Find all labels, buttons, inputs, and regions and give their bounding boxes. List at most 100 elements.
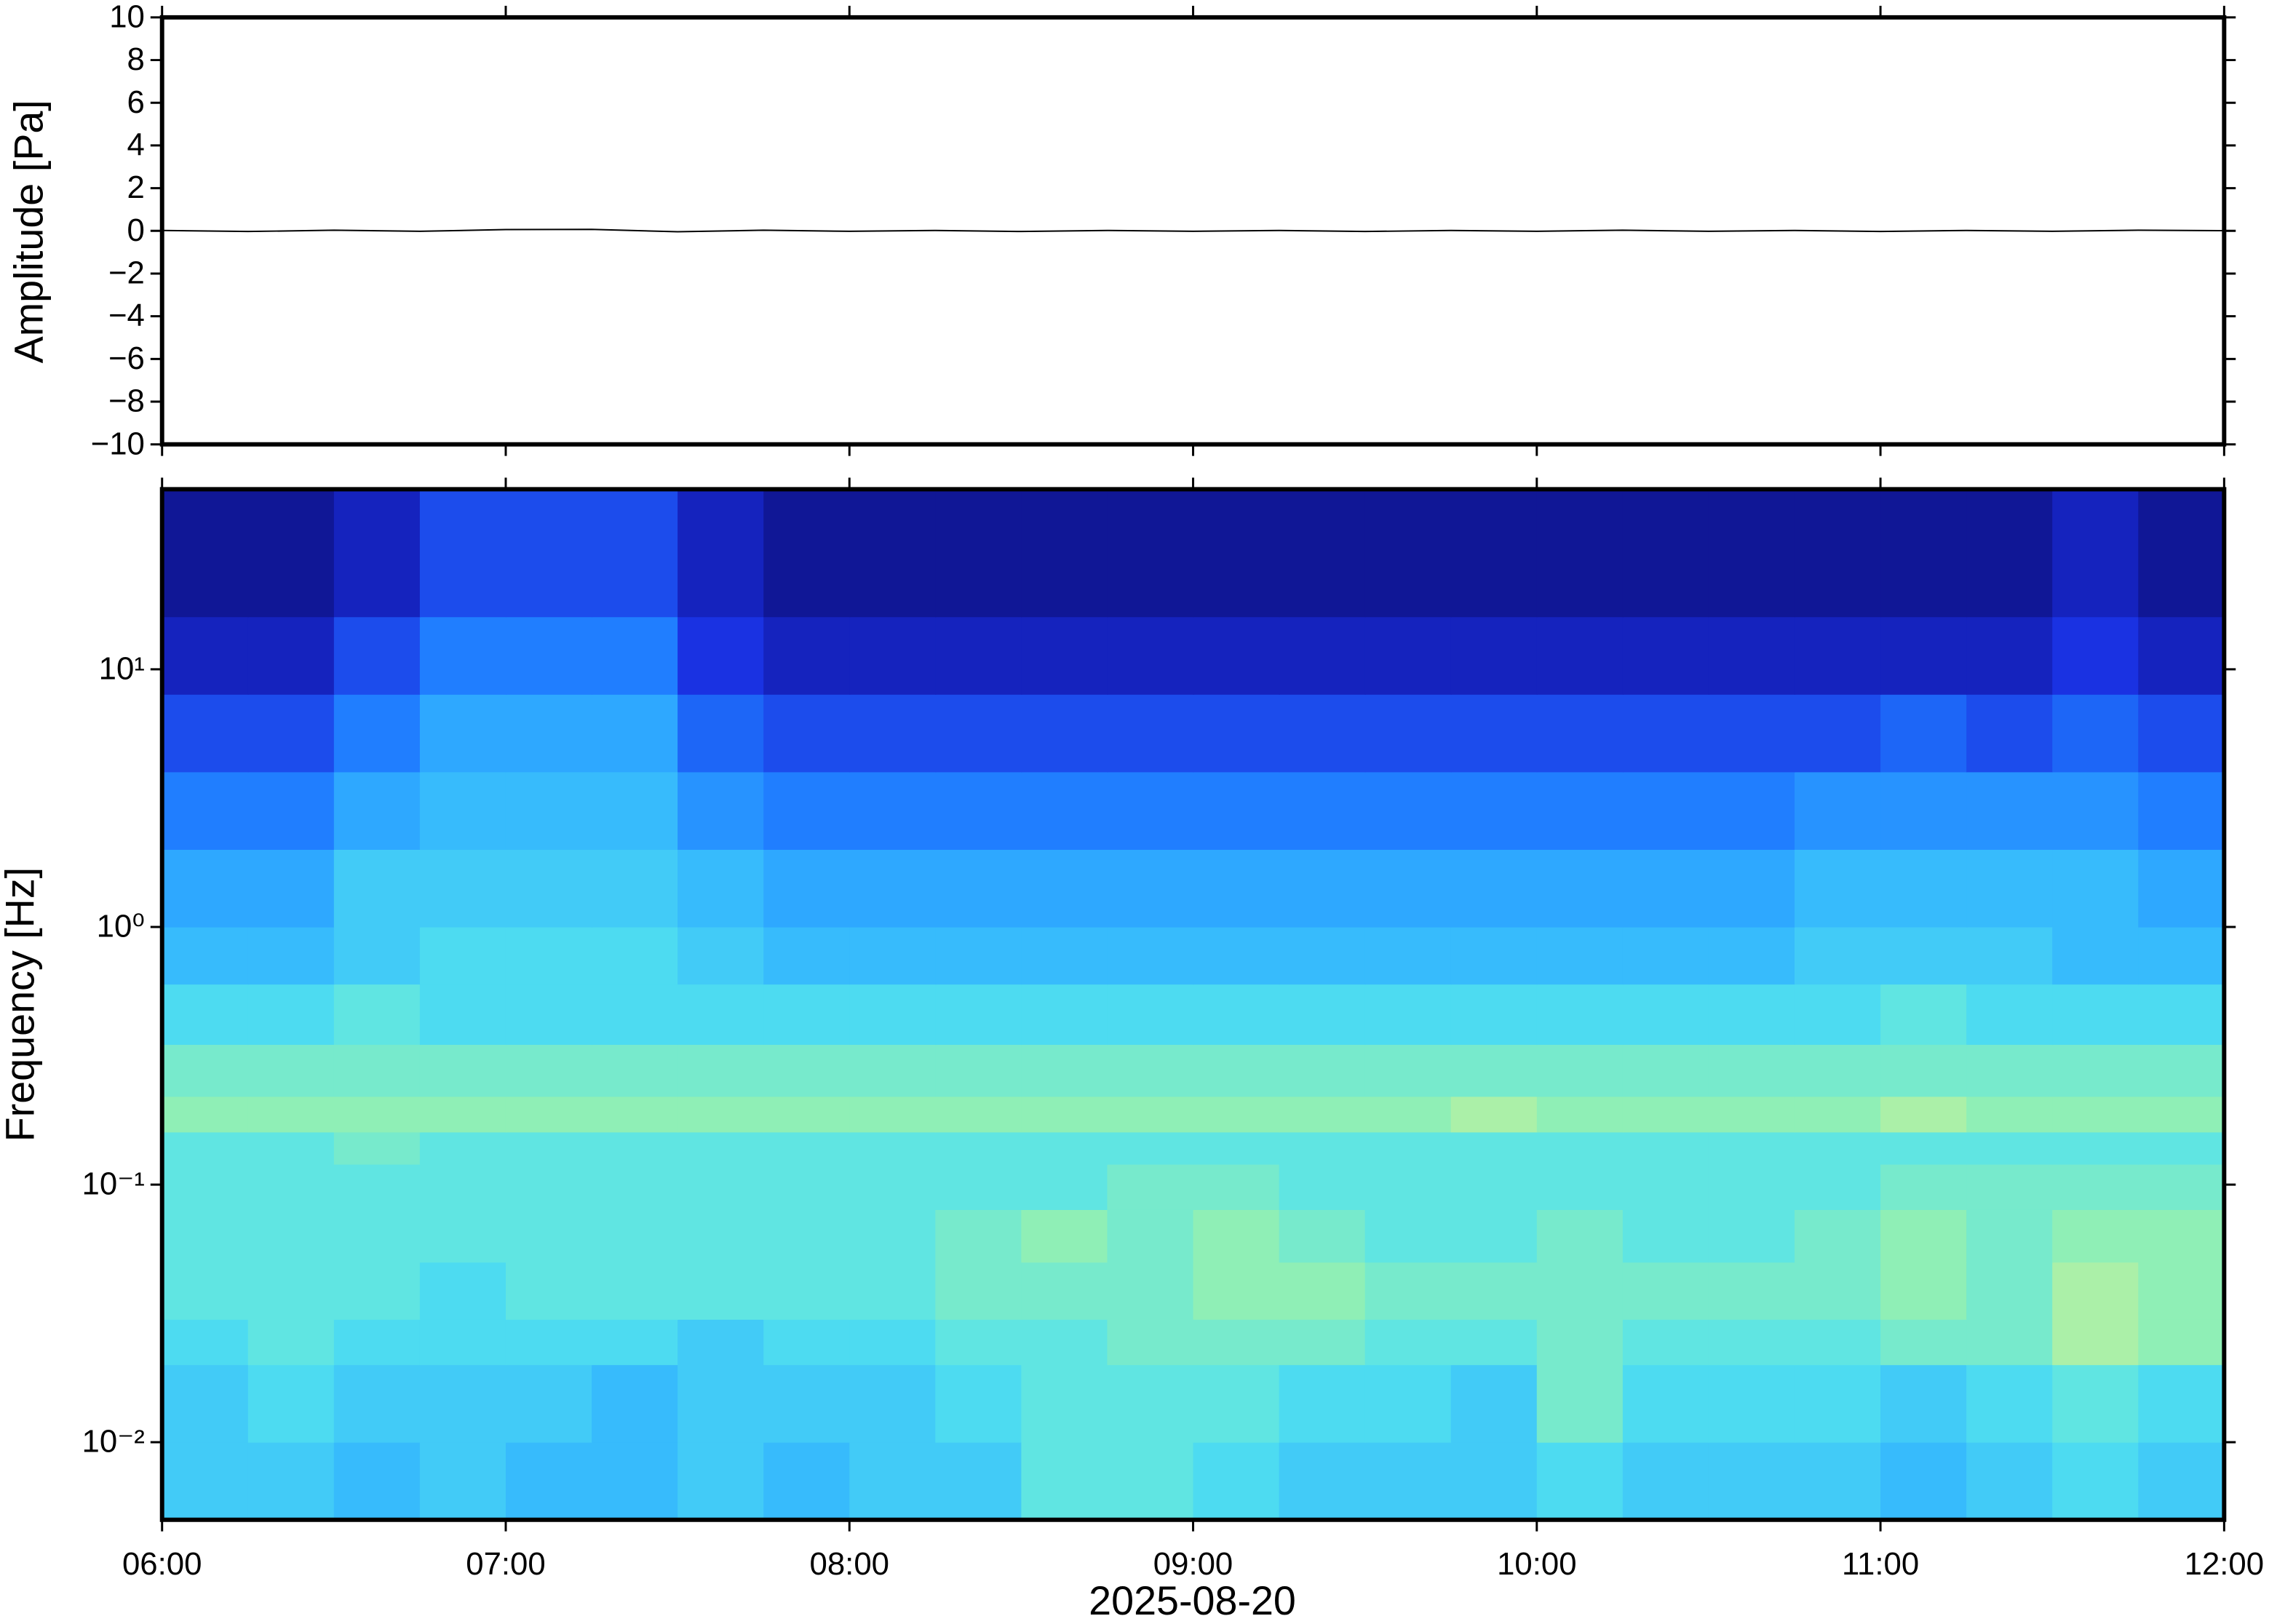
heat-cell — [1966, 1131, 2054, 1165]
heat-cell — [1622, 1319, 1709, 1366]
heat-cell — [1450, 1164, 1538, 1210]
heat-cell — [1279, 849, 1366, 928]
heat-cell — [1622, 849, 1709, 928]
heat-cell — [1795, 1319, 1882, 1366]
heat-cell — [1279, 1131, 1366, 1165]
heat-cell — [505, 1209, 593, 1263]
heat-cell — [1708, 1164, 1796, 1210]
heat-cell — [1966, 1319, 2054, 1366]
heat-cell — [1021, 1096, 1108, 1133]
heat-cell — [1622, 771, 1709, 850]
heat-cell — [1622, 1364, 1709, 1443]
x-tick-label: 10:00 — [1497, 1546, 1576, 1582]
heat-cell — [2138, 1131, 2225, 1165]
y-tick-label: −10 — [91, 426, 145, 461]
heat-cell — [592, 616, 679, 695]
heat-cell — [677, 1044, 765, 1097]
heat-cell — [1107, 1319, 1194, 1366]
heat-cell — [1107, 771, 1194, 850]
heat-cell — [2138, 1442, 2225, 1521]
waveform — [162, 228, 2225, 233]
heat-cell — [1966, 1262, 2054, 1320]
heat-cell — [1021, 489, 1108, 618]
x-tick-label: 12:00 — [2185, 1546, 2264, 1582]
heat-cell — [247, 1096, 335, 1133]
heat-cell — [247, 1209, 335, 1263]
heat-cell — [1193, 1209, 1280, 1263]
heat-cell — [677, 849, 765, 928]
heat-cell — [1364, 1209, 1452, 1263]
heat-cell — [1107, 1262, 1194, 1320]
heat-cell — [1107, 1096, 1194, 1133]
heat-cell — [935, 1442, 1022, 1521]
heat-cell — [1279, 489, 1366, 618]
heat-cell — [1193, 616, 1280, 695]
heat-cell — [1021, 1364, 1108, 1443]
heat-cell — [1107, 926, 1194, 985]
heat-cell — [162, 1262, 249, 1320]
heat-cell — [1622, 1262, 1709, 1320]
heat-cell — [1880, 771, 1968, 850]
heat-cell — [1536, 1442, 1624, 1521]
heat-cell — [849, 1364, 937, 1443]
heat-cell — [592, 926, 679, 985]
heat-cell — [1795, 771, 1882, 850]
heat-cell — [1450, 849, 1538, 928]
heat-cell — [935, 1319, 1022, 1366]
heat-cell — [1708, 1096, 1796, 1133]
heat-cell — [849, 1262, 937, 1320]
heat-cell — [1450, 1131, 1538, 1165]
heat-cell — [1107, 694, 1194, 773]
heat-cell — [1279, 1364, 1366, 1443]
heat-cell — [333, 1131, 421, 1165]
heat-cell — [592, 1262, 679, 1320]
heat-cell — [1536, 1209, 1624, 1263]
heat-cell — [1279, 1319, 1366, 1366]
heat-cell — [162, 926, 249, 985]
heat-cell — [1795, 616, 1882, 695]
heat-cell — [849, 849, 937, 928]
heat-cell — [849, 694, 937, 773]
heat-cell — [1536, 1319, 1624, 1366]
heat-cell — [1021, 926, 1108, 985]
y-tick-label: 6 — [127, 84, 145, 120]
heat-cell — [1450, 1364, 1538, 1443]
heat-cell — [763, 1364, 851, 1443]
heat-cell — [419, 1096, 506, 1133]
heat-cell — [1795, 1044, 1882, 1097]
heat-cell — [419, 1319, 506, 1366]
y-tick-label: −8 — [108, 383, 145, 419]
heat-cell — [1536, 1044, 1624, 1097]
heat-cell — [333, 1164, 421, 1210]
heat-cell — [1450, 1442, 1538, 1521]
heat-cell — [763, 771, 851, 850]
heat-cell — [162, 1131, 249, 1165]
heat-cell — [1450, 1044, 1538, 1097]
heat-cell — [1279, 1209, 1366, 1263]
heat-cell — [2052, 926, 2139, 985]
heat-cell — [935, 926, 1022, 985]
heat-cell — [2138, 771, 2225, 850]
heat-cell — [1450, 1262, 1538, 1320]
heat-cell — [419, 1364, 506, 1443]
heat-cell — [1966, 489, 2054, 618]
heat-cell — [1536, 1131, 1624, 1165]
heat-cell — [2138, 1319, 2225, 1366]
heat-cell — [1279, 616, 1366, 695]
heat-cell — [1193, 489, 1280, 618]
heat-cell — [935, 849, 1022, 928]
heat-cell — [677, 489, 765, 618]
y-tick-label: 10⁻¹ — [82, 1166, 145, 1202]
heat-cell — [505, 984, 593, 1046]
heat-cell — [1795, 694, 1882, 773]
heat-cell — [592, 1209, 679, 1263]
heat-cell — [677, 616, 765, 695]
heat-cell — [763, 489, 851, 618]
heat-cell — [1193, 1164, 1280, 1210]
heat-cell — [1795, 1442, 1882, 1521]
heat-cell — [333, 849, 421, 928]
heat-cell — [1193, 1096, 1280, 1133]
heat-cell — [1279, 694, 1366, 773]
